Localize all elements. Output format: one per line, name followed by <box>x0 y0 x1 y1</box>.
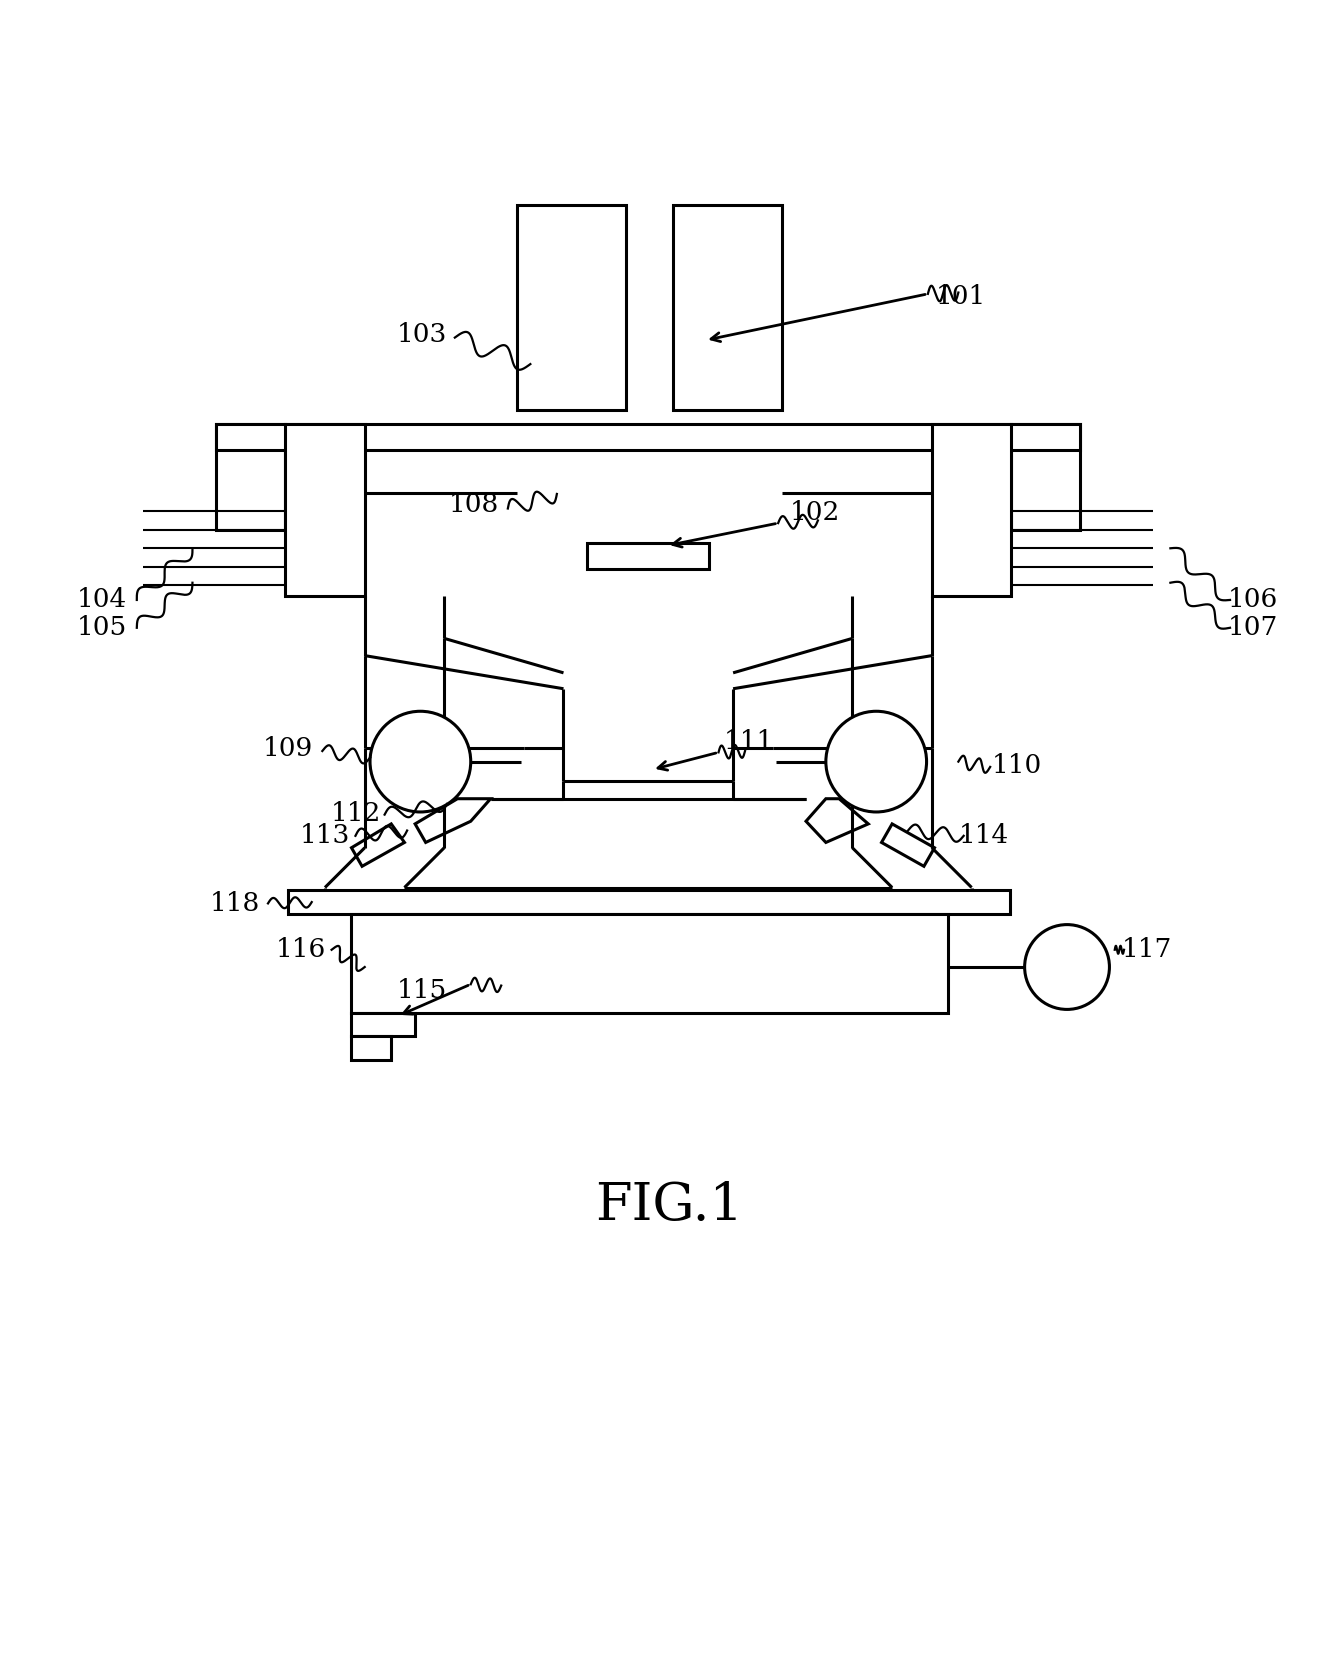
Text: 118: 118 <box>210 891 260 916</box>
Text: 111: 111 <box>724 729 774 754</box>
Bar <box>351 915 948 1013</box>
Text: 106: 106 <box>1228 587 1277 613</box>
Bar <box>288 890 1010 915</box>
Text: 117: 117 <box>1121 938 1172 963</box>
Text: 102: 102 <box>790 501 841 526</box>
Polygon shape <box>881 824 935 866</box>
Polygon shape <box>415 799 490 843</box>
Bar <box>351 1013 415 1036</box>
Text: 113: 113 <box>300 823 351 848</box>
Circle shape <box>1024 925 1110 1010</box>
Text: 110: 110 <box>992 753 1042 778</box>
Bar <box>217 424 1081 451</box>
Bar <box>351 1036 391 1060</box>
Bar <box>517 205 625 411</box>
Circle shape <box>370 711 471 813</box>
Circle shape <box>826 711 927 813</box>
Bar <box>285 424 364 596</box>
Bar <box>932 424 1011 596</box>
Text: 107: 107 <box>1228 616 1277 641</box>
Text: 108: 108 <box>449 492 498 517</box>
Bar <box>1011 424 1081 529</box>
Polygon shape <box>806 799 868 843</box>
Text: 104: 104 <box>78 587 127 613</box>
Text: 101: 101 <box>936 284 986 309</box>
Text: 112: 112 <box>331 801 380 826</box>
Text: 114: 114 <box>959 823 1008 848</box>
Text: 115: 115 <box>396 978 447 1003</box>
Bar <box>588 542 710 569</box>
Text: 105: 105 <box>78 616 127 641</box>
Bar <box>674 205 782 411</box>
Text: 103: 103 <box>396 322 447 347</box>
Text: FIG.1: FIG.1 <box>596 1180 743 1232</box>
Text: 109: 109 <box>262 736 313 761</box>
Text: 116: 116 <box>276 938 327 963</box>
Polygon shape <box>351 824 404 866</box>
Bar <box>217 424 285 529</box>
